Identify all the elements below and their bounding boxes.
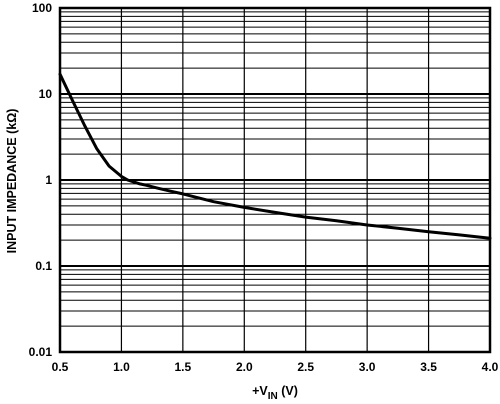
y-tick-label: 10 bbox=[39, 87, 53, 101]
series-line bbox=[58, 72, 492, 240]
y-tick-label: 1 bbox=[45, 173, 52, 187]
x-tick-label: 0.5 bbox=[52, 360, 69, 374]
minor-gridlines bbox=[60, 11, 490, 327]
y-axis-title: INPUT IMPEDANCE (kΩ) bbox=[5, 109, 19, 254]
x-axis-title-subscript: IN bbox=[268, 391, 278, 402]
y-tick-labels: 100 10 1 0.1 0.01 bbox=[29, 1, 53, 359]
x-axis-title: +VIN (V) bbox=[252, 384, 298, 402]
x-tick-label: 2.5 bbox=[297, 360, 314, 374]
x-tick-label: 2.0 bbox=[236, 360, 253, 374]
x-tick-label: 3.5 bbox=[420, 360, 437, 374]
y-tick-label: 0.1 bbox=[35, 259, 52, 273]
x-axis-title-unit: (V) bbox=[278, 384, 298, 398]
x-tick-label: 1.5 bbox=[175, 360, 192, 374]
x-tick-label: 1.0 bbox=[113, 360, 130, 374]
x-tick-label: 4.0 bbox=[482, 360, 499, 374]
y-tick-label: 0.01 bbox=[29, 345, 53, 359]
x-tick-label: 3.0 bbox=[359, 360, 376, 374]
x-tick-labels: 0.5 1.0 1.5 2.0 2.5 3.0 3.5 4.0 bbox=[52, 360, 499, 374]
major-gridlines bbox=[60, 8, 490, 352]
x-axis-title-main: +V bbox=[252, 384, 268, 398]
y-tick-label: 100 bbox=[32, 1, 52, 15]
plot-frame bbox=[58, 6, 492, 354]
